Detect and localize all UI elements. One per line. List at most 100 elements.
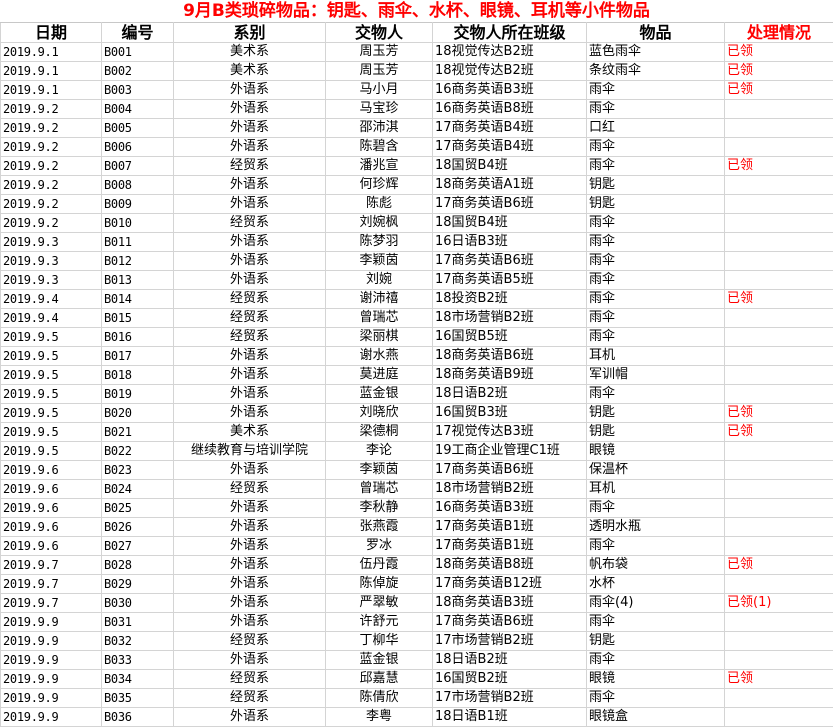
class-cell[interactable]: 18投资B2班 <box>433 290 587 309</box>
item-cell[interactable]: 雨伞 <box>587 613 725 632</box>
status-cell[interactable] <box>725 271 833 290</box>
date-cell[interactable]: 2019.9.4 <box>1 309 102 328</box>
code-cell[interactable]: B003 <box>102 81 174 100</box>
item-cell[interactable]: 雨伞 <box>587 252 725 271</box>
status-cell[interactable] <box>725 138 833 157</box>
date-cell[interactable]: 2019.9.5 <box>1 423 102 442</box>
class-cell[interactable]: 18商务英语B6班 <box>433 347 587 366</box>
code-cell[interactable]: B032 <box>102 632 174 651</box>
header-code[interactable]: 编号 <box>102 23 174 43</box>
code-cell[interactable]: B005 <box>102 119 174 138</box>
date-cell[interactable]: 2019.9.5 <box>1 347 102 366</box>
item-cell[interactable]: 钥匙 <box>587 632 725 651</box>
submitter-cell[interactable]: 邱嘉慧 <box>326 670 433 689</box>
class-cell[interactable]: 17商务英语B1班 <box>433 537 587 556</box>
item-cell[interactable]: 雨伞 <box>587 214 725 233</box>
code-cell[interactable]: B021 <box>102 423 174 442</box>
status-cell[interactable] <box>725 537 833 556</box>
code-cell[interactable]: B036 <box>102 708 174 727</box>
header-status[interactable]: 处理情况 <box>725 23 833 43</box>
header-department[interactable]: 系别 <box>174 23 326 43</box>
item-cell[interactable]: 钥匙 <box>587 423 725 442</box>
status-cell[interactable] <box>725 100 833 119</box>
date-cell[interactable]: 2019.9.2 <box>1 157 102 176</box>
submitter-cell[interactable]: 曾瑞芯 <box>326 309 433 328</box>
date-cell[interactable]: 2019.9.3 <box>1 233 102 252</box>
submitter-cell[interactable]: 张燕霞 <box>326 518 433 537</box>
submitter-cell[interactable]: 许舒元 <box>326 613 433 632</box>
class-cell[interactable]: 18日语B2班 <box>433 651 587 670</box>
submitter-cell[interactable]: 马宝珍 <box>326 100 433 119</box>
status-cell[interactable]: 已领 <box>725 62 833 81</box>
submitter-cell[interactable]: 蓝金银 <box>326 651 433 670</box>
code-cell[interactable]: B035 <box>102 689 174 708</box>
status-cell[interactable] <box>725 651 833 670</box>
department-cell[interactable]: 经贸系 <box>174 328 326 347</box>
status-cell[interactable]: 已领 <box>725 670 833 689</box>
submitter-cell[interactable]: 蓝金银 <box>326 385 433 404</box>
date-cell[interactable]: 2019.9.6 <box>1 480 102 499</box>
submitter-cell[interactable]: 梁德桐 <box>326 423 433 442</box>
submitter-cell[interactable]: 周玉芳 <box>326 43 433 62</box>
item-cell[interactable]: 雨伞 <box>587 651 725 670</box>
item-cell[interactable]: 蓝色雨伞 <box>587 43 725 62</box>
code-cell[interactable]: B017 <box>102 347 174 366</box>
header-submitter[interactable]: 交物人 <box>326 23 433 43</box>
class-cell[interactable]: 18市场营销B2班 <box>433 480 587 499</box>
submitter-cell[interactable]: 丁柳华 <box>326 632 433 651</box>
code-cell[interactable]: B020 <box>102 404 174 423</box>
class-cell[interactable]: 16国贸B2班 <box>433 670 587 689</box>
item-cell[interactable]: 雨伞 <box>587 157 725 176</box>
date-cell[interactable]: 2019.9.6 <box>1 518 102 537</box>
code-cell[interactable]: B013 <box>102 271 174 290</box>
class-cell[interactable]: 17商务英语B5班 <box>433 271 587 290</box>
status-cell[interactable] <box>725 385 833 404</box>
submitter-cell[interactable]: 严翠敏 <box>326 594 433 613</box>
class-cell[interactable]: 18国贸B4班 <box>433 214 587 233</box>
code-cell[interactable]: B028 <box>102 556 174 575</box>
department-cell[interactable]: 外语系 <box>174 176 326 195</box>
date-cell[interactable]: 2019.9.9 <box>1 670 102 689</box>
department-cell[interactable]: 美术系 <box>174 62 326 81</box>
department-cell[interactable]: 外语系 <box>174 271 326 290</box>
item-cell[interactable]: 雨伞 <box>587 309 725 328</box>
department-cell[interactable]: 外语系 <box>174 461 326 480</box>
department-cell[interactable]: 经贸系 <box>174 480 326 499</box>
status-cell[interactable] <box>725 461 833 480</box>
status-cell[interactable] <box>725 309 833 328</box>
code-cell[interactable]: B010 <box>102 214 174 233</box>
status-cell[interactable] <box>725 119 833 138</box>
status-cell[interactable]: 已领 <box>725 157 833 176</box>
item-cell[interactable]: 雨伞 <box>587 81 725 100</box>
class-cell[interactable]: 17商务英语B6班 <box>433 461 587 480</box>
date-cell[interactable]: 2019.9.5 <box>1 328 102 347</box>
item-cell[interactable]: 雨伞 <box>587 290 725 309</box>
code-cell[interactable]: B018 <box>102 366 174 385</box>
item-cell[interactable]: 眼镜 <box>587 442 725 461</box>
code-cell[interactable]: B031 <box>102 613 174 632</box>
status-cell[interactable] <box>725 176 833 195</box>
department-cell[interactable]: 外语系 <box>174 100 326 119</box>
department-cell[interactable]: 外语系 <box>174 499 326 518</box>
class-cell[interactable]: 16国贸B3班 <box>433 404 587 423</box>
status-cell[interactable] <box>725 347 833 366</box>
status-cell[interactable]: 已领 <box>725 43 833 62</box>
submitter-cell[interactable]: 邵沛淇 <box>326 119 433 138</box>
submitter-cell[interactable]: 陈梦羽 <box>326 233 433 252</box>
code-cell[interactable]: B008 <box>102 176 174 195</box>
department-cell[interactable]: 外语系 <box>174 575 326 594</box>
submitter-cell[interactable]: 谢沛禧 <box>326 290 433 309</box>
class-cell[interactable]: 17市场营销B2班 <box>433 632 587 651</box>
item-cell[interactable]: 军训帽 <box>587 366 725 385</box>
date-cell[interactable]: 2019.9.5 <box>1 385 102 404</box>
code-cell[interactable]: B034 <box>102 670 174 689</box>
status-cell[interactable]: 已领 <box>725 290 833 309</box>
status-cell[interactable] <box>725 214 833 233</box>
code-cell[interactable]: B027 <box>102 537 174 556</box>
submitter-cell[interactable]: 伍丹霞 <box>326 556 433 575</box>
department-cell[interactable]: 经贸系 <box>174 632 326 651</box>
submitter-cell[interactable]: 谢水燕 <box>326 347 433 366</box>
submitter-cell[interactable]: 刘婉枫 <box>326 214 433 233</box>
status-cell[interactable] <box>725 689 833 708</box>
status-cell[interactable] <box>725 632 833 651</box>
